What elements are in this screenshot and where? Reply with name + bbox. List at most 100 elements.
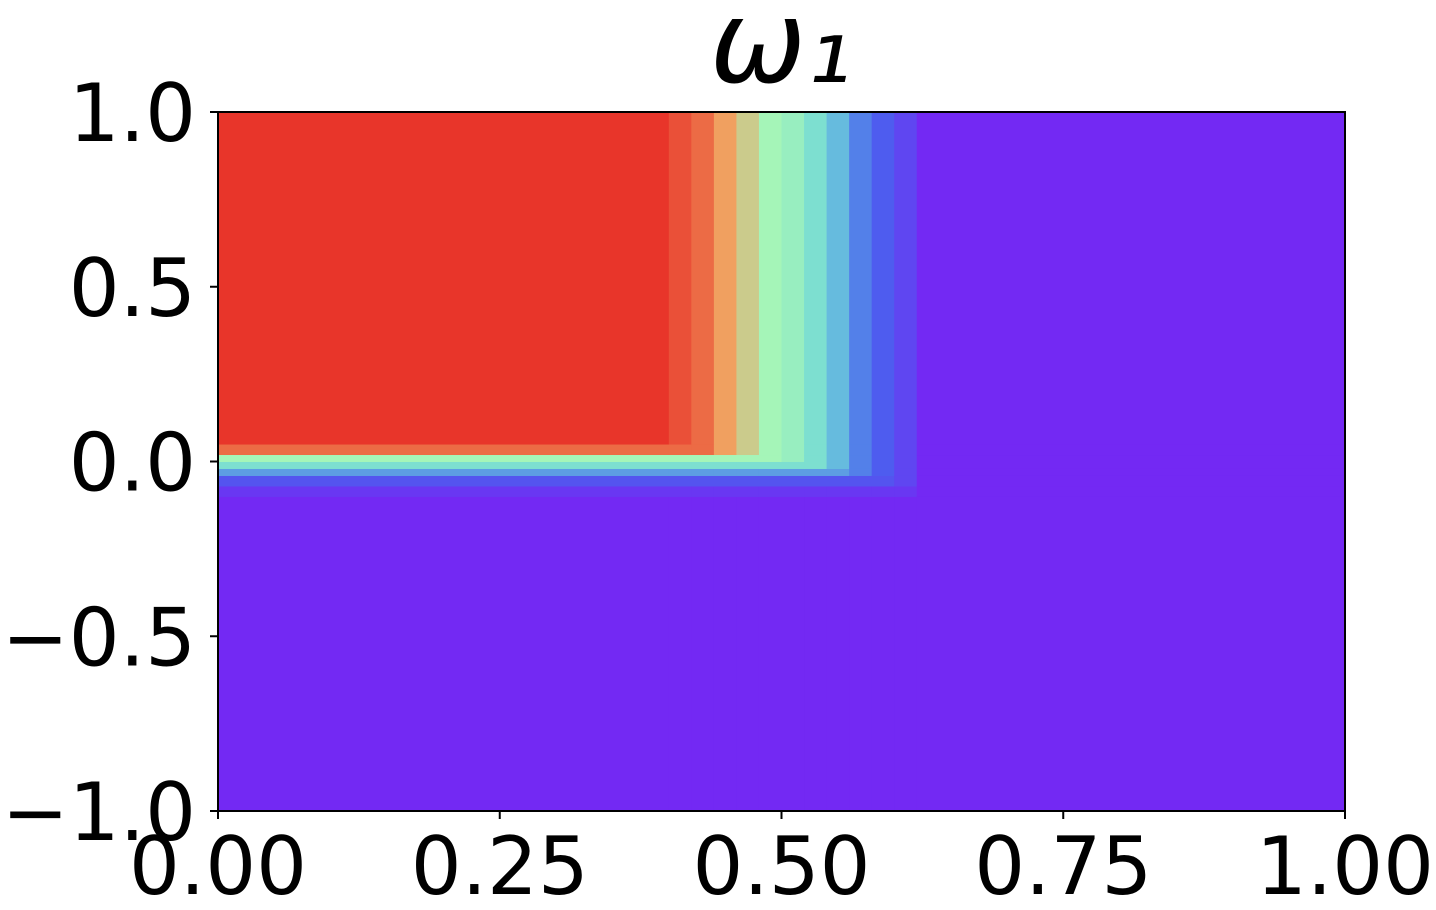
heatmap-cell	[691, 485, 715, 497]
heatmap-cell	[916, 444, 1346, 456]
heatmap-cell	[871, 112, 895, 445]
heatmap-cell	[871, 461, 895, 469]
heatmap-cell	[849, 496, 873, 812]
heatmap-cell	[713, 444, 737, 456]
heatmap-cell	[871, 444, 895, 456]
heatmap-cell	[849, 444, 873, 456]
y-tick-label: 0.0	[69, 417, 196, 510]
heatmap-cell	[713, 468, 737, 476]
heatmap-cell	[781, 475, 805, 487]
heatmap-cell	[781, 485, 805, 497]
heatmap-cell	[713, 112, 737, 445]
heatmap-cell	[849, 475, 873, 487]
heatmap-cell	[668, 468, 692, 476]
heatmap-cell	[916, 112, 1346, 445]
heatmap-cell	[758, 475, 782, 487]
heatmap-cell	[713, 475, 737, 487]
heatmap-cell	[916, 496, 1346, 812]
heatmap-cell	[871, 496, 895, 812]
heatmap-cell	[804, 444, 828, 456]
heatmap-cell	[668, 496, 692, 812]
heatmap-cell	[218, 444, 670, 456]
heatmap-cell	[804, 454, 828, 462]
x-tick-label: 0.00	[129, 820, 307, 910]
heatmap-cell	[713, 461, 737, 469]
heatmap-cell	[894, 454, 918, 462]
heatmap-cell	[804, 496, 828, 812]
y-tick-label: −1.0	[2, 766, 196, 859]
heatmap-cell	[871, 485, 895, 497]
heatmap-cell	[691, 112, 715, 445]
heatmap-cell	[758, 468, 782, 476]
heatmap-cell	[849, 112, 873, 445]
heatmap-cell	[894, 461, 918, 469]
heatmap-cell	[668, 461, 692, 469]
heatmap-cell	[218, 496, 670, 812]
x-tick-label: 0.25	[411, 820, 589, 910]
heatmap-cell	[849, 454, 873, 462]
heatmap-cell	[713, 496, 737, 812]
heatmap-cell	[894, 485, 918, 497]
heatmap-cell	[916, 468, 1346, 476]
heatmap-cell	[758, 485, 782, 497]
heatmap-cell	[826, 112, 850, 445]
heatmap-cell	[826, 468, 850, 476]
heatmap-cell	[691, 454, 715, 462]
heatmap-cell	[916, 485, 1346, 497]
heatmap-cell	[826, 444, 850, 456]
heatmap-cell	[916, 461, 1346, 469]
heatmap-cell	[804, 468, 828, 476]
heatmap-cell	[781, 444, 805, 456]
heatmap-cell	[736, 475, 760, 487]
heatmap-cell	[736, 444, 760, 456]
heatmap-cell	[781, 112, 805, 445]
heatmap-cell	[826, 461, 850, 469]
heatmap-cell	[668, 454, 692, 462]
heatmap-cell	[668, 112, 692, 445]
heatmap-cell	[826, 454, 850, 462]
heatmap-cell	[691, 475, 715, 487]
heatmap-cell	[781, 468, 805, 476]
heatmap-cell	[826, 496, 850, 812]
heatmap-cell	[804, 112, 828, 445]
heatmap-cell	[736, 461, 760, 469]
heatmap-cell	[218, 112, 670, 445]
heatmap-cell	[894, 444, 918, 456]
heatmap-cell	[736, 112, 760, 445]
heatmap-cell	[804, 475, 828, 487]
heatmap-cell	[218, 454, 670, 462]
heatmap-cell	[218, 461, 670, 469]
heatmap-cell	[218, 485, 670, 497]
heatmap-cell	[668, 485, 692, 497]
heatmap-cell	[758, 444, 782, 456]
heatmap-cell	[894, 475, 918, 487]
heatmap-cell	[691, 461, 715, 469]
y-tick-label: 0.5	[69, 242, 196, 335]
heatmap-cell	[736, 496, 760, 812]
heatmap-cell	[713, 485, 737, 497]
heatmap-cell	[826, 475, 850, 487]
heatmap-cell	[691, 444, 715, 456]
heatmap-cell	[871, 475, 895, 487]
heatmap-cell	[871, 454, 895, 462]
heatmap-cell	[691, 496, 715, 812]
heatmap-cell	[758, 454, 782, 462]
heatmap-cell	[668, 475, 692, 487]
heatmap-cell	[849, 461, 873, 469]
heatmap-cell	[713, 454, 737, 462]
y-tick-label: −0.5	[2, 591, 196, 684]
heatmap-cell	[691, 468, 715, 476]
heatmap-cell	[736, 468, 760, 476]
x-tick-label: 0.50	[692, 820, 870, 910]
heatmap-cell	[849, 468, 873, 476]
heatmap-cell	[218, 475, 670, 487]
heatmap-cell	[894, 112, 918, 445]
heatmap-cell	[804, 461, 828, 469]
heatmap-cell	[736, 454, 760, 462]
heatmap-cell	[804, 485, 828, 497]
heatmap-cell	[781, 454, 805, 462]
heatmap-cell	[668, 444, 692, 456]
y-tick-label: 1.0	[69, 67, 196, 160]
heatmap-cell	[916, 454, 1346, 462]
